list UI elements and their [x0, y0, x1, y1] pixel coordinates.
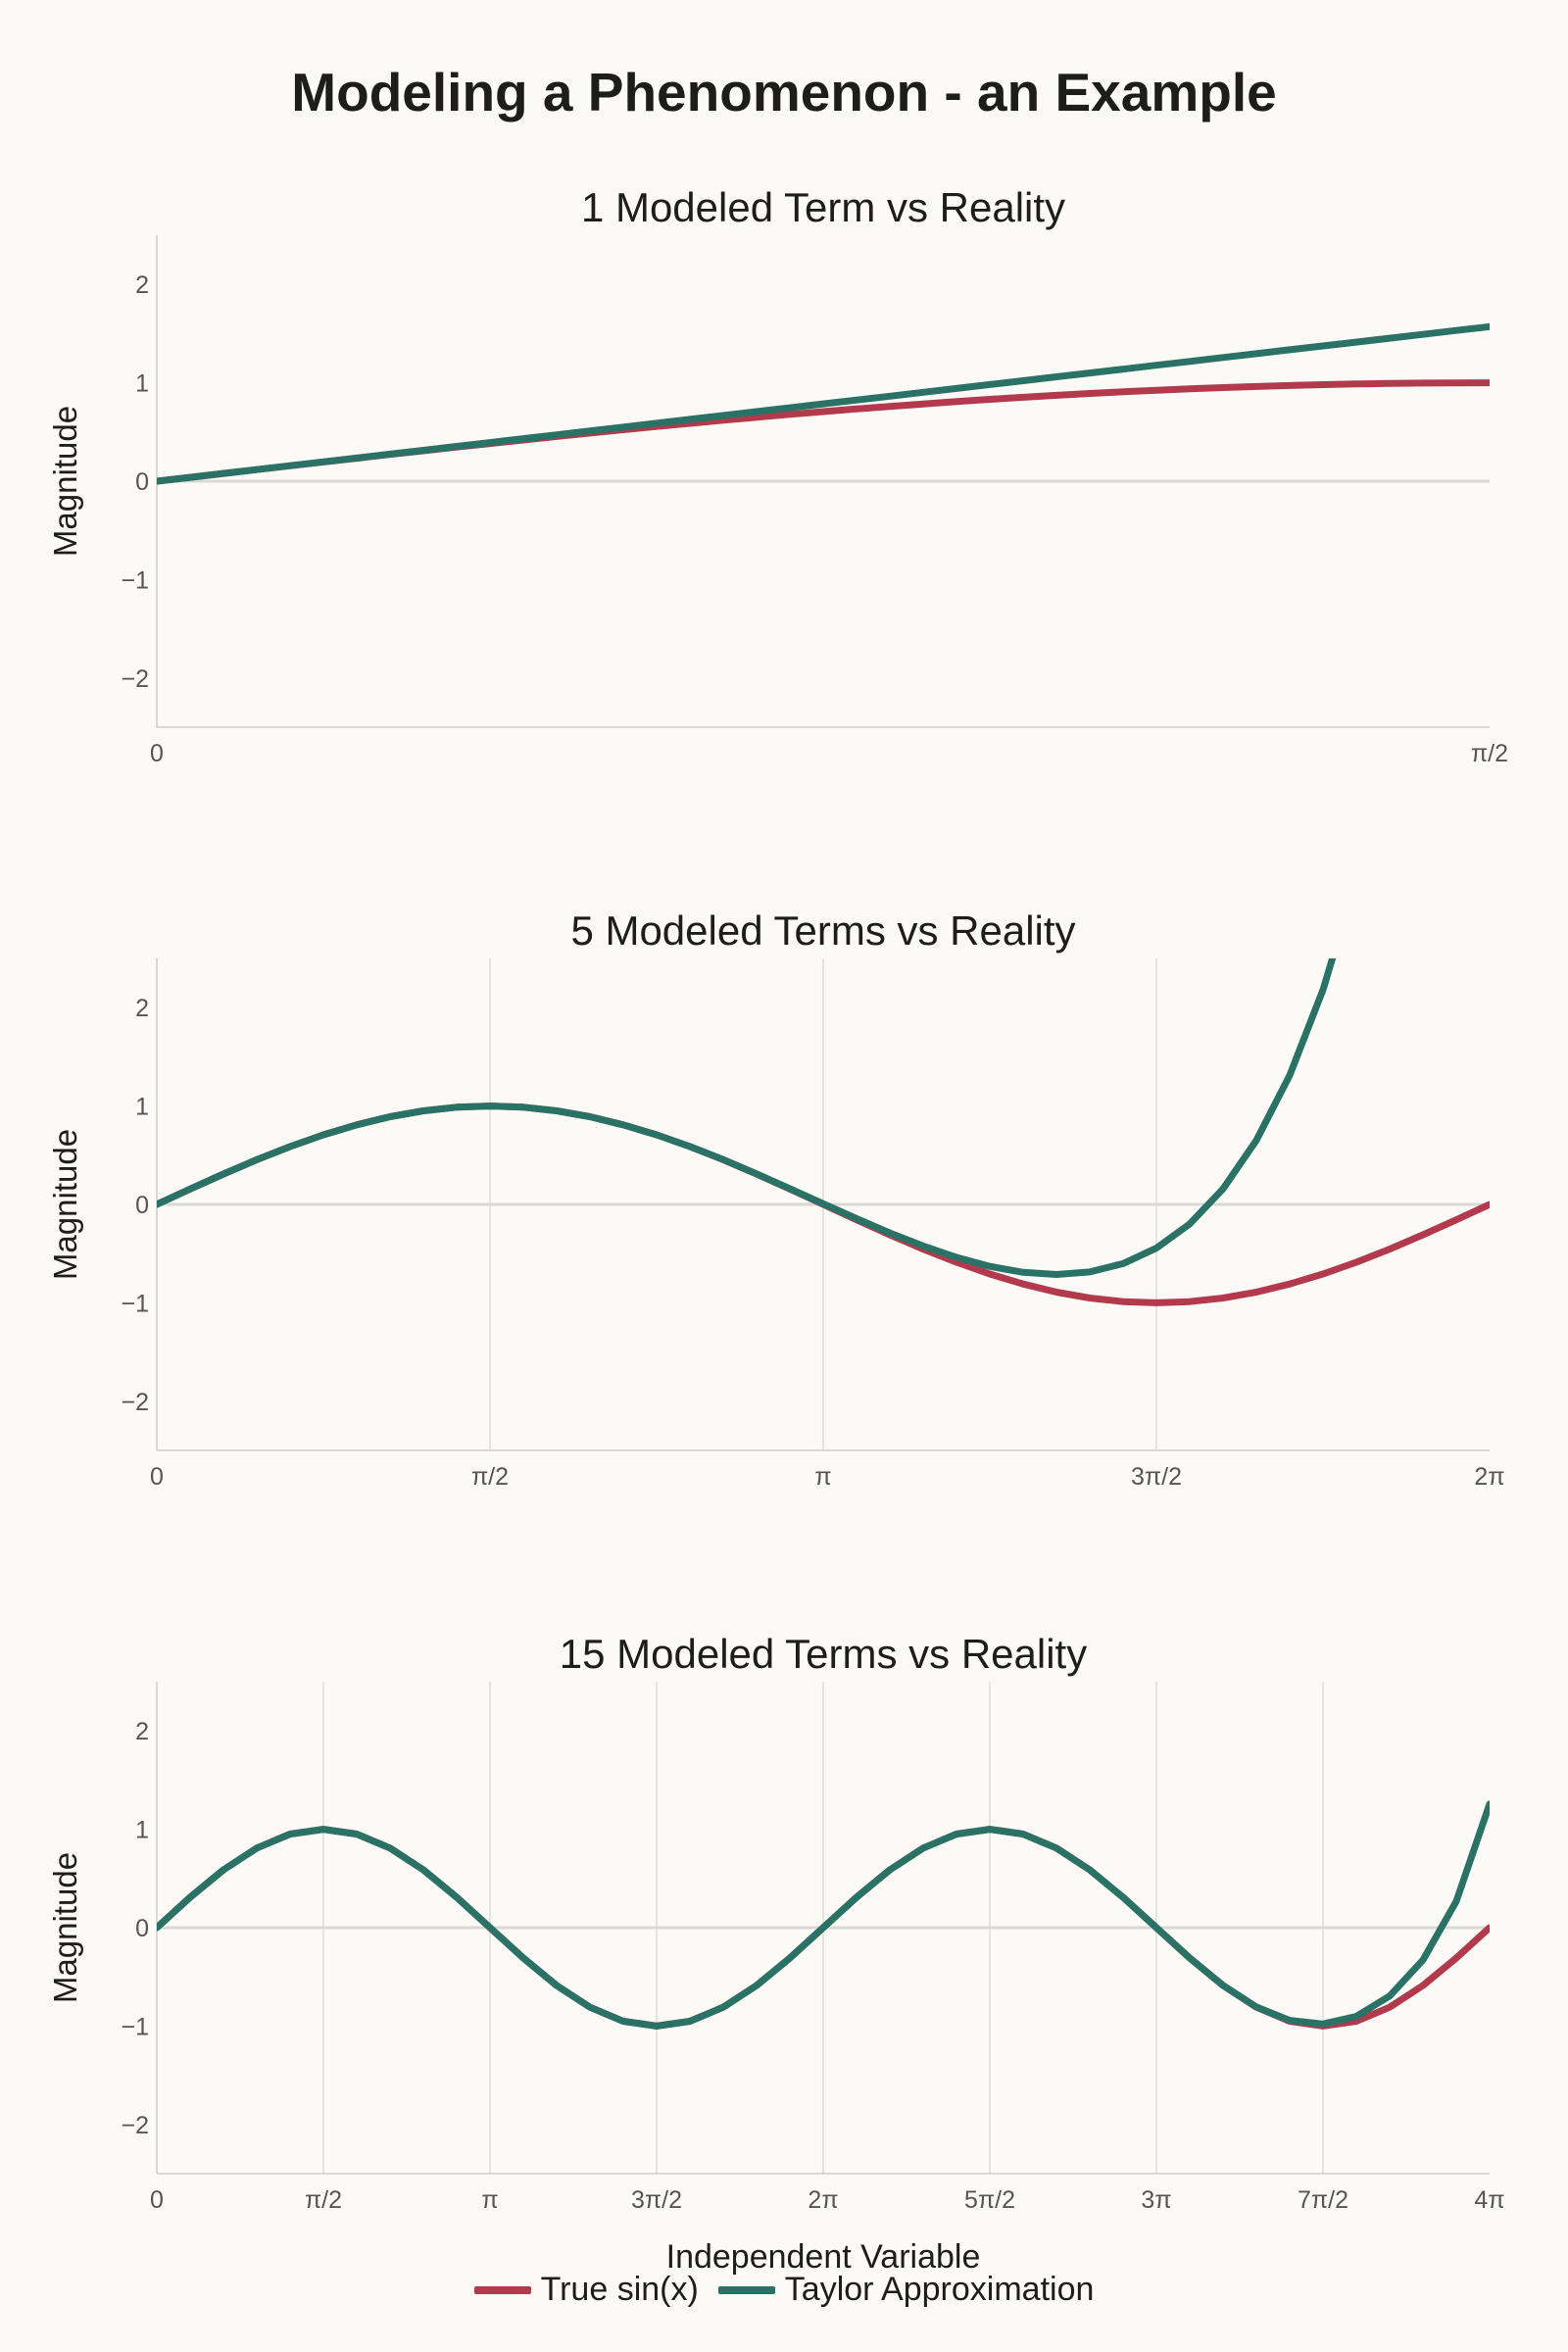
- panel-2-ytick-label: 1: [135, 1094, 149, 1121]
- panel-2-taylor-line: [157, 958, 1337, 1278]
- panel-3-xtick-label: 3π/2: [631, 2186, 682, 2214]
- figure-title: Modeling a Phenomenon - an Example: [291, 62, 1277, 122]
- panel-3-subplot-title: 15 Modeled Terms vs Reality: [560, 1631, 1087, 1677]
- legend-label-taylor: Taylor Approximation: [784, 2271, 1095, 2308]
- legend-item-taylor: Taylor Approximation: [717, 2271, 1095, 2309]
- panel-3-xtick-label: 7π/2: [1298, 2186, 1348, 2214]
- legend: True sin(x) Taylor Approximation: [0, 2271, 1568, 2309]
- panel-2-subplot-title: 5 Modeled Terms vs Reality: [570, 907, 1075, 954]
- panel-1-ytick-label: −2: [121, 665, 149, 693]
- panel-1-subplot-title: 1 Modeled Term vs Reality: [581, 184, 1065, 230]
- panel-2-ytick-label: −1: [121, 1290, 149, 1317]
- legend-label-true-sin: True sin(x): [540, 2271, 699, 2308]
- panel-3-xtick-label: 2π: [808, 2186, 838, 2214]
- panel-2-ylabel: Magnitude: [47, 1129, 83, 1280]
- panel-3-xtick-label: 3π: [1141, 2186, 1171, 2214]
- panel-2-ytick-label: −2: [121, 1389, 149, 1416]
- panel-2-xtick-label: 3π/2: [1131, 1463, 1182, 1491]
- panel-2-ytick-label: 2: [135, 995, 149, 1022]
- panel-1-ytick-label: 1: [135, 370, 149, 398]
- panel-2-ytick-label: 0: [135, 1192, 149, 1219]
- panel-3-xtick-label: 0: [150, 2186, 164, 2214]
- legend-item-true-sin: True sin(x): [473, 2271, 699, 2309]
- panel-1-xtick-label: π/2: [1471, 740, 1508, 767]
- panel-3-xtick-label: π/2: [305, 2186, 342, 2214]
- shared-xlabel: Independent Variable: [666, 2238, 981, 2276]
- panel-3-ytick-label: 0: [135, 1915, 149, 1942]
- chart-panel-1: −2 −1 0 1 2 0 π/2 1 Modeled Term vs Reality Magn…: [47, 184, 1508, 767]
- panel-1-ytick-label: −1: [121, 566, 149, 594]
- panel-3-ytick-label: −2: [121, 2112, 149, 2139]
- chart-panel-2: −2 −1 0 1 2 0 π/2 π 3π/2 2π 5 Modeled Terms vs Rea…: [47, 907, 1505, 1491]
- panel-2-xtick-label: 2π: [1474, 1463, 1504, 1491]
- panel-3-taylor-line: [157, 1800, 1490, 2030]
- panel-3-ytick-label: 2: [135, 1718, 149, 1745]
- panel-1-xtick-label: 0: [150, 740, 164, 767]
- chart-panel-3: −2 −1 0 1 2 0 π/2 π 3π/2 2π 5π/2 3π 7π/2 4π 15 Modeled…: [47, 1631, 1505, 2214]
- panel-3-xtick-label: 4π: [1474, 2186, 1504, 2214]
- panel-1-true-sin-line: [157, 379, 1490, 485]
- panel-3-ytick-label: 1: [135, 1817, 149, 1844]
- panel-1-ytick-label: 0: [135, 468, 149, 496]
- legend-swatch-taylor: [717, 2285, 775, 2294]
- legend-swatch-true-sin: [473, 2285, 531, 2294]
- panel-2-xtick-label: π: [814, 1463, 831, 1491]
- panel-2-xtick-label: π/2: [471, 1463, 509, 1491]
- panel-1-ytick-label: 2: [135, 271, 149, 299]
- panel-3-xtick-label: π: [481, 2186, 498, 2214]
- panel-1-taylor-line: [157, 322, 1490, 485]
- panel-3-ytick-label: −1: [121, 2013, 149, 2040]
- panel-3-ylabel: Magnitude: [47, 1852, 83, 2003]
- panel-1-ylabel: Magnitude: [47, 406, 83, 557]
- panel-2-xtick-label: 0: [150, 1463, 164, 1491]
- panel-3-xtick-label: 5π/2: [964, 2186, 1015, 2214]
